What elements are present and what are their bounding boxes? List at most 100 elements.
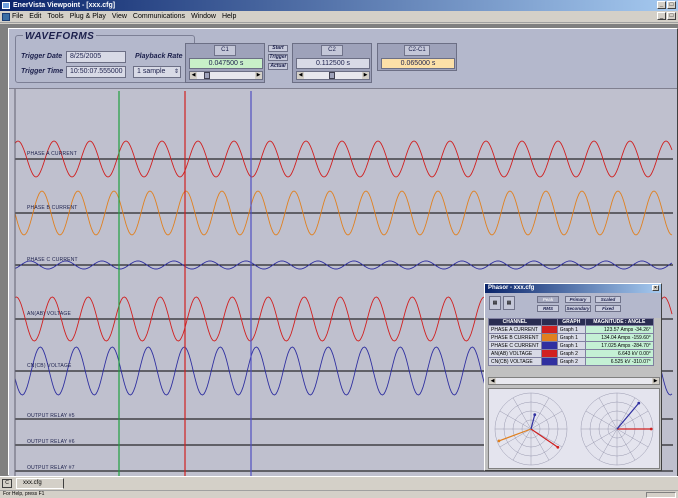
- slider-thumb[interactable]: [204, 72, 210, 79]
- menu-edit[interactable]: Edit: [29, 13, 41, 20]
- document-icon[interactable]: [2, 13, 10, 21]
- phasor-vector-tip: [650, 428, 653, 431]
- rms-button[interactable]: RMS: [537, 305, 559, 312]
- trigger-date-field: 8/25/2005: [66, 51, 126, 63]
- phasor-title-bar: Phasor - xxx.cfg ×: [485, 284, 661, 293]
- status-bar: For Help, press F1: [0, 490, 678, 498]
- slider-right-icon[interactable]: ▶: [362, 72, 369, 79]
- channel-label[interactable]: PHASE C CURRENT: [27, 257, 78, 263]
- menu-file[interactable]: File: [12, 13, 23, 20]
- cursor1-panel: C1 0.047500 s ◀ ▶: [185, 43, 265, 83]
- col-color: [541, 319, 557, 326]
- scroll-left-icon[interactable]: ◀: [489, 378, 496, 384]
- channel-color-swatch[interactable]: [541, 342, 557, 350]
- slider-thumb[interactable]: [329, 72, 335, 79]
- phasor-table-row[interactable]: PHASE C CURRENT Graph 1 17.025 Amps -284.7…: [489, 342, 654, 350]
- channel-color-swatch[interactable]: [541, 326, 557, 334]
- menu-view[interactable]: View: [112, 13, 127, 20]
- delta-icon-label: C2-C1: [408, 47, 425, 53]
- primary-button[interactable]: Primary: [565, 296, 591, 303]
- actual-button[interactable]: Actual: [268, 63, 288, 70]
- trigger-button[interactable]: Trigger: [268, 54, 288, 61]
- channel-graph[interactable]: Graph 1: [557, 326, 585, 334]
- cursor1-icon-label: C1: [221, 47, 229, 53]
- cursor1-time-value: 0.047500 s: [189, 58, 263, 69]
- channel-label[interactable]: PHASE B CURRENT: [27, 205, 78, 211]
- phasor-table-row[interactable]: CN(CB) VOLTAGE Graph 2 6.525 kV -310.07°: [489, 358, 654, 366]
- window-title: EnerVista Viewpoint - [xxx.cfg]: [13, 2, 115, 9]
- fixed-button[interactable]: Fixed: [595, 305, 621, 312]
- menu-help[interactable]: Help: [222, 13, 236, 20]
- delta-time-value: 0.065000 s: [381, 58, 455, 69]
- phasor-title: Phasor - xxx.cfg: [488, 285, 534, 291]
- document-tab[interactable]: xxx.cfg: [16, 478, 64, 489]
- scaled-button[interactable]: Scaled: [595, 296, 621, 303]
- phasor-vector: [617, 403, 639, 429]
- cursor2-time-value: 0.112500 s: [296, 58, 370, 69]
- scroll-right-icon[interactable]: ▶: [652, 378, 659, 384]
- playback-rate-label: Playback Rate: [135, 53, 182, 60]
- phasor-vector: [499, 429, 531, 441]
- graph2-icon[interactable]: ▦: [503, 296, 515, 310]
- cursor1-icon[interactable]: C1: [214, 45, 236, 56]
- channel-magnitude-angle: 17.025 Amps -284.70°: [585, 342, 653, 350]
- channel-graph[interactable]: Graph 1: [557, 342, 585, 350]
- channel-magnitude-angle: 134.04 Amps -159.60°: [585, 334, 653, 342]
- phasor-diagram-canvas: [489, 389, 659, 468]
- channel-color-swatch[interactable]: [541, 334, 557, 342]
- menu-tools[interactable]: Tools: [47, 13, 63, 20]
- cursor2-icon[interactable]: C2: [321, 45, 343, 56]
- channel-label[interactable]: CN(CB) VOLTAGE: [27, 363, 72, 369]
- child-minimize-button[interactable]: _: [657, 12, 666, 20]
- phasor-vector-tip: [556, 446, 559, 449]
- cursor2-slider[interactable]: ◀ ▶: [296, 71, 370, 80]
- channel-graph[interactable]: Graph 2: [557, 350, 585, 358]
- phasor-table-row[interactable]: PHASE A CURRENT Graph 1 123.57 Amps -34.26…: [489, 326, 654, 334]
- phasor-table-row[interactable]: AN(AB) VOLTAGE Graph 2 6.643 kV 0.00°: [489, 350, 654, 358]
- menu-communications[interactable]: Communications: [133, 13, 185, 20]
- playback-rate-value: 1 sample: [137, 68, 165, 75]
- channel-label[interactable]: OUTPUT RELAY #6: [27, 439, 75, 445]
- menu-window[interactable]: Window: [191, 13, 216, 20]
- phasor-vector-tip: [533, 413, 536, 416]
- trigger-date-label: Trigger Date: [21, 53, 62, 60]
- cfg-file-icon: C: [2, 479, 12, 488]
- stepper-arrows-icon[interactable]: ⇕: [174, 67, 179, 77]
- menu-plug-play[interactable]: Plug & Play: [70, 13, 106, 20]
- channel-label[interactable]: OUTPUT RELAY #5: [27, 413, 75, 419]
- channel-color-swatch[interactable]: [541, 358, 557, 366]
- col-magnitude-angle: MAGNITUDE : ANGLE: [585, 319, 653, 326]
- close-icon[interactable]: ×: [652, 285, 659, 291]
- playback-rate-stepper[interactable]: 1 sample ⇕: [133, 66, 181, 78]
- channel-color-swatch[interactable]: [541, 350, 557, 358]
- child-restore-button[interactable]: □: [667, 12, 676, 20]
- minimize-button[interactable]: _: [657, 1, 666, 9]
- waveforms-heading: WAVEFORMS: [23, 31, 96, 42]
- channel-name: PHASE B CURRENT: [489, 334, 542, 342]
- channel-label[interactable]: OUTPUT RELAY #7: [27, 465, 75, 471]
- channel-graph[interactable]: Graph 1: [557, 334, 585, 342]
- delta-icon[interactable]: C2-C1: [404, 45, 430, 56]
- phasor-table-row[interactable]: PHASE B CURRENT Graph 1 134.04 Amps -159.6…: [489, 334, 654, 342]
- start-button[interactable]: Start: [268, 45, 288, 52]
- channel-label[interactable]: AN(AB) VOLTAGE: [27, 311, 71, 317]
- maximize-button[interactable]: □: [667, 1, 676, 9]
- cursor1-slider[interactable]: ◀ ▶: [189, 71, 263, 80]
- channel-name: PHASE C CURRENT: [489, 342, 542, 350]
- graph1-icon[interactable]: ▦: [489, 296, 501, 310]
- slider-left-icon[interactable]: ◀: [297, 72, 304, 79]
- channel-graph[interactable]: Graph 2: [557, 358, 585, 366]
- title-bar: EnerVista Viewpoint - [xxx.cfg] _ □: [0, 0, 678, 11]
- phasor-table-scrollbar[interactable]: ◀ ▶: [488, 377, 660, 385]
- slider-right-icon[interactable]: ▶: [255, 72, 262, 79]
- peak-button[interactable]: Peak: [537, 296, 559, 303]
- document-tab-label: xxx.cfg: [23, 480, 42, 486]
- status-text: For Help, press F1: [3, 491, 44, 497]
- menu-bar: File Edit Tools Plug & Play View Communi…: [0, 11, 678, 23]
- slider-left-icon[interactable]: ◀: [190, 72, 197, 79]
- phasor-diagrams: [488, 388, 660, 469]
- secondary-button[interactable]: Secondary: [565, 305, 591, 312]
- channel-label[interactable]: PHASE A CURRENT: [27, 151, 77, 157]
- channel-name: PHASE A CURRENT: [489, 326, 542, 334]
